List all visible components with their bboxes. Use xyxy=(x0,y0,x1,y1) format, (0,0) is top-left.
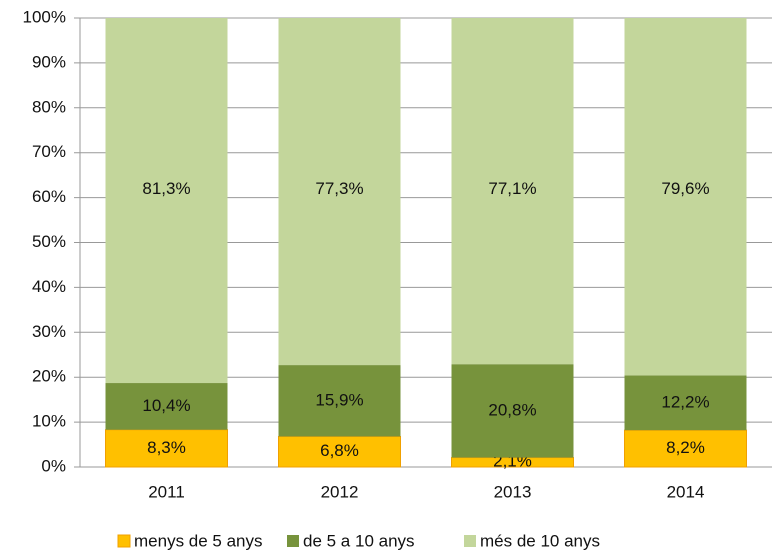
value-label: 6,8% xyxy=(320,441,359,460)
bar-segment xyxy=(105,429,228,468)
y-tick-label: 80% xyxy=(32,97,66,116)
bar-segment xyxy=(624,18,747,376)
bar-segment xyxy=(105,18,228,384)
x-tick-label: 2014 xyxy=(667,482,705,501)
bar-segment xyxy=(278,18,401,366)
y-tick-label: 30% xyxy=(32,322,66,341)
y-tick-label: 40% xyxy=(32,277,66,296)
y-tick-label: 60% xyxy=(32,187,66,206)
value-label: 8,2% xyxy=(666,438,705,457)
legend-label: de 5 a 10 anys xyxy=(303,531,415,550)
legend-label: més de 10 anys xyxy=(480,531,600,550)
bar-segment xyxy=(278,365,401,437)
bar-segment xyxy=(624,429,747,468)
bar-segment xyxy=(278,435,401,468)
legend-swatch xyxy=(117,534,131,548)
value-label: 12,2% xyxy=(661,392,709,411)
bar-segment xyxy=(451,18,574,365)
y-tick-label: 0% xyxy=(41,456,66,475)
value-label: 20,8% xyxy=(488,400,536,419)
legend-swatch xyxy=(464,535,476,547)
value-label: 10,4% xyxy=(142,396,190,415)
value-label: 81,3% xyxy=(142,179,190,198)
value-label: 79,6% xyxy=(661,179,709,198)
bar-segment xyxy=(105,383,228,430)
y-tick-label: 10% xyxy=(32,412,66,431)
x-tick-label: 2011 xyxy=(148,482,185,501)
y-tick-label: 20% xyxy=(32,367,66,386)
legend-swatch xyxy=(287,535,299,547)
value-label: 15,9% xyxy=(315,390,363,409)
value-label: 77,1% xyxy=(488,179,536,198)
x-tick-label: 2013 xyxy=(494,482,532,501)
y-tick-label: 70% xyxy=(32,142,66,161)
value-label: 77,3% xyxy=(315,179,363,198)
bar-segment xyxy=(624,375,747,431)
bar-segment xyxy=(451,364,574,458)
y-tick-label: 90% xyxy=(32,52,66,71)
y-tick-label: 100% xyxy=(23,7,66,26)
x-tick-label: 2012 xyxy=(321,482,359,501)
legend-label: menys de 5 anys xyxy=(134,531,263,550)
value-label: 8,3% xyxy=(147,438,186,457)
bar-segment xyxy=(451,457,574,468)
y-tick-label: 50% xyxy=(32,232,66,251)
